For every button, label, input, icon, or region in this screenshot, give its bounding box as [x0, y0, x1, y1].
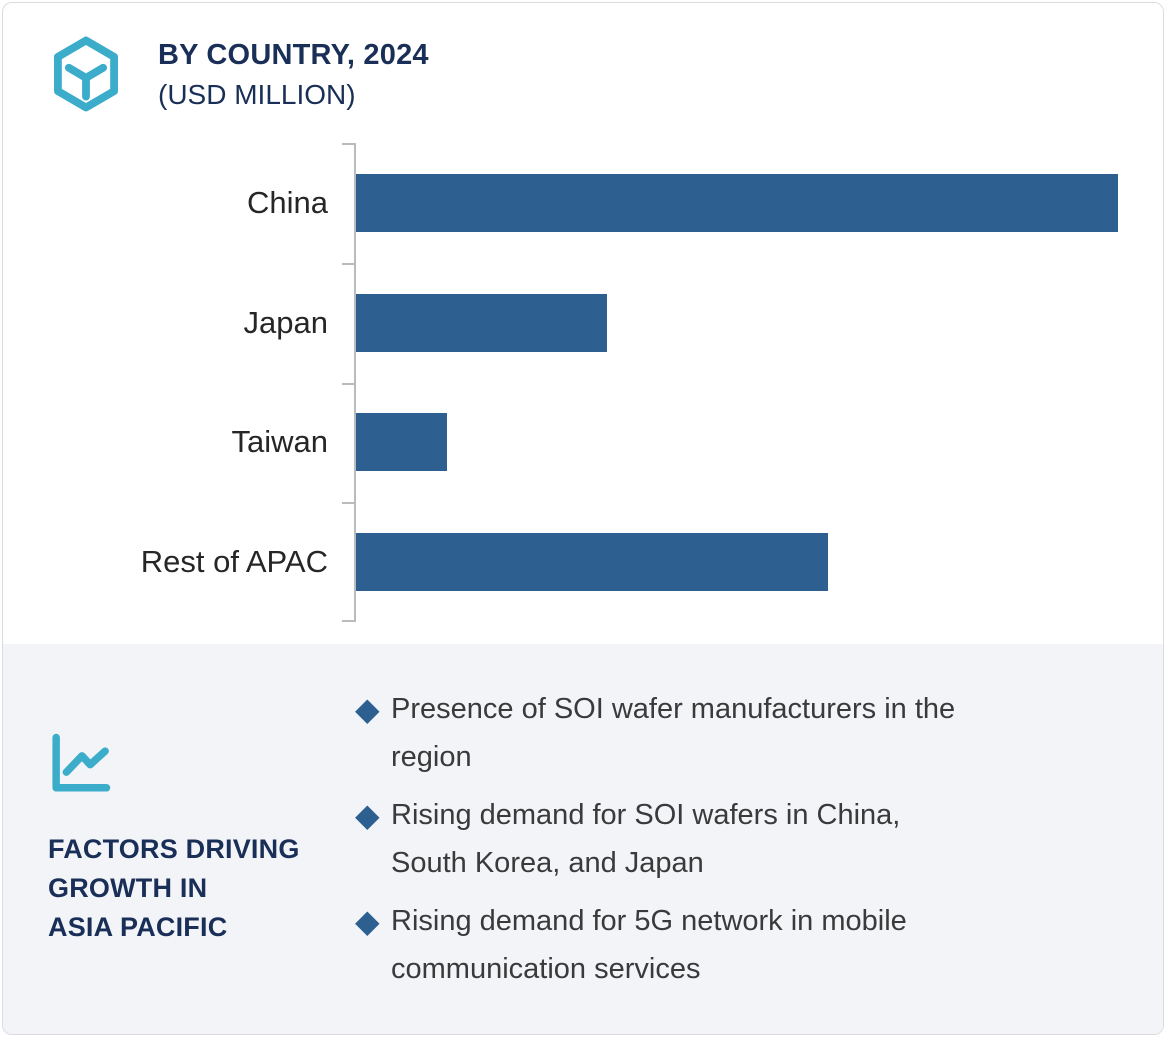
chart-row: Taiwan — [3, 383, 1163, 503]
bar-chart: China Japan Taiwan Rest of APAC — [3, 143, 1163, 622]
category-label-taiwan: Taiwan — [231, 424, 329, 460]
line-chart-icon — [52, 733, 111, 792]
category-label-rest-of-apac: Rest of APAC — [140, 544, 328, 580]
category-label-japan: Japan — [243, 304, 328, 340]
factor-bullet: ◆ Rising demand for SOI wafers in China,… — [355, 791, 1093, 887]
chart-title: BY COUNTRY, 2024 — [158, 39, 429, 71]
axis-tick — [342, 502, 356, 505]
chart-subtitle: (USD MILLION) — [158, 79, 356, 110]
factor-text: Presence of SOI wafer manufacturers in t… — [391, 685, 955, 781]
diamond-bullet-icon: ◆ — [355, 796, 380, 834]
factor-text-line: Rising demand for 5G network in mobile — [391, 905, 907, 937]
bar-japan — [356, 293, 607, 352]
axis-tick — [342, 382, 356, 385]
chart-section: BY COUNTRY, 2024 (USD MILLION) China Jap… — [3, 3, 1163, 644]
factors-bullet-list: ◆ Presence of SOI wafer manufacturers in… — [355, 644, 1163, 1034]
diamond-bullet-icon: ◆ — [355, 902, 380, 940]
factor-bullet: ◆ Rising demand for 5G network in mobile… — [355, 897, 1093, 993]
axis-tick — [342, 620, 356, 622]
chart-title-block: BY COUNTRY, 2024 (USD MILLION) — [158, 39, 429, 111]
factor-text-line: South Korea, and Japan — [391, 847, 704, 879]
factor-text-line: communication services — [391, 953, 701, 985]
diamond-bullet-icon: ◆ — [355, 690, 380, 728]
chart-row: Rest of APAC — [3, 502, 1163, 622]
factor-text-line: Rising demand for SOI wafers in China, — [391, 799, 901, 831]
bar-china — [356, 173, 1118, 232]
factor-text: Rising demand for 5G network in mobile c… — [391, 897, 907, 993]
chart-header: BY COUNTRY, 2024 (USD MILLION) — [47, 35, 429, 113]
factors-heading-line: GROWTH IN — [48, 872, 208, 903]
factor-bullet: ◆ Presence of SOI wafer manufacturers in… — [355, 685, 1093, 781]
factors-heading-block: FACTORS DRIVING GROWTH IN ASIA PACIFIC — [3, 644, 355, 1034]
bar-rest-of-apac — [356, 533, 828, 592]
axis-tick — [342, 262, 356, 265]
chart-row: Japan — [3, 263, 1163, 383]
factors-heading: FACTORS DRIVING GROWTH IN ASIA PACIFIC — [48, 830, 355, 947]
chart-row: China — [3, 143, 1163, 263]
factors-heading-line: FACTORS DRIVING — [48, 833, 300, 864]
category-label-china: China — [247, 184, 328, 220]
axis-tick — [342, 143, 356, 145]
factors-panel: FACTORS DRIVING GROWTH IN ASIA PACIFIC ◆… — [3, 644, 1163, 1034]
factor-text: Rising demand for SOI wafers in China, S… — [391, 791, 900, 887]
factor-text-line: region — [391, 741, 472, 773]
hexagon-y-logo-icon — [54, 36, 118, 112]
bar-taiwan — [356, 413, 447, 472]
factors-heading-line: ASIA PACIFIC — [48, 911, 228, 942]
chart-rows: China Japan Taiwan Rest of APAC — [3, 143, 1163, 622]
factor-text-line: Presence of SOI wafer manufacturers in t… — [391, 693, 956, 725]
